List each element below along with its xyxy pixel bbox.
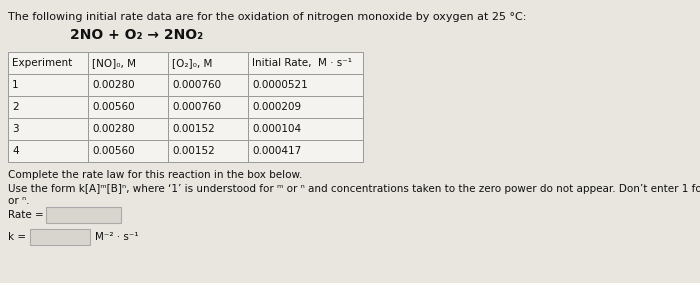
- Text: 4: 4: [12, 146, 19, 156]
- Bar: [8, 74, 88, 96]
- Bar: [8, 52, 88, 74]
- Bar: [88, 52, 168, 74]
- Text: or ⁿ.: or ⁿ.: [8, 196, 29, 206]
- Bar: [46, 207, 121, 223]
- Bar: [248, 118, 363, 140]
- Text: 3: 3: [12, 124, 19, 134]
- Text: 0.000760: 0.000760: [172, 102, 221, 112]
- Text: 0.000760: 0.000760: [172, 80, 221, 90]
- Text: Rate =: Rate =: [8, 210, 43, 220]
- Text: 0.0000521: 0.0000521: [252, 80, 308, 90]
- Bar: [30, 229, 90, 245]
- Text: 2: 2: [12, 102, 19, 112]
- Bar: [8, 96, 88, 118]
- Bar: [248, 52, 363, 74]
- Bar: [168, 96, 248, 118]
- Text: 0.00280: 0.00280: [92, 124, 134, 134]
- Bar: [248, 96, 363, 118]
- Bar: [168, 52, 248, 74]
- Bar: [88, 96, 168, 118]
- Bar: [168, 140, 248, 162]
- Bar: [248, 140, 363, 162]
- Text: [NO]₀, M: [NO]₀, M: [92, 58, 136, 68]
- Text: The following initial rate data are for the oxidation of nitrogen monoxide by ox: The following initial rate data are for …: [8, 12, 526, 22]
- Bar: [8, 118, 88, 140]
- Bar: [168, 118, 248, 140]
- Text: k =: k =: [8, 232, 26, 242]
- Text: M⁻² · s⁻¹: M⁻² · s⁻¹: [95, 232, 139, 242]
- Text: 0.000209: 0.000209: [252, 102, 301, 112]
- Bar: [88, 74, 168, 96]
- Text: Complete the rate law for this reaction in the box below.: Complete the rate law for this reaction …: [8, 170, 302, 180]
- Text: 0.000104: 0.000104: [252, 124, 301, 134]
- Bar: [88, 118, 168, 140]
- Text: 0.00152: 0.00152: [172, 124, 215, 134]
- Text: Initial Rate,  M · s⁻¹: Initial Rate, M · s⁻¹: [252, 58, 352, 68]
- Text: Experiment: Experiment: [12, 58, 72, 68]
- Text: 0.000417: 0.000417: [252, 146, 301, 156]
- Text: Use the form k[A]ᵐ[B]ⁿ, where ‘1’ is understood for ᵐ or ⁿ and concentrations ta: Use the form k[A]ᵐ[B]ⁿ, where ‘1’ is und…: [8, 184, 700, 194]
- Text: 0.00560: 0.00560: [92, 102, 134, 112]
- Text: 1: 1: [12, 80, 19, 90]
- Bar: [8, 140, 88, 162]
- Text: 0.00152: 0.00152: [172, 146, 215, 156]
- Text: 0.00560: 0.00560: [92, 146, 134, 156]
- Text: 0.00280: 0.00280: [92, 80, 134, 90]
- Bar: [168, 74, 248, 96]
- Text: [O₂]₀, M: [O₂]₀, M: [172, 58, 212, 68]
- Bar: [88, 140, 168, 162]
- Text: 2NO + O₂ → 2NO₂: 2NO + O₂ → 2NO₂: [70, 28, 203, 42]
- Bar: [248, 74, 363, 96]
